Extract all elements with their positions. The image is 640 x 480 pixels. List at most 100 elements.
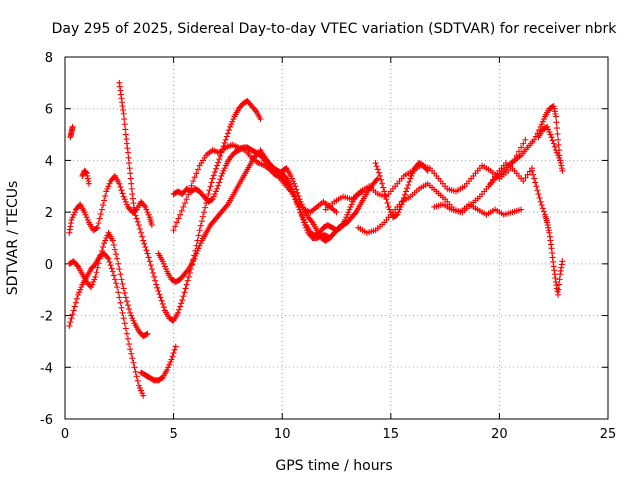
data-point: [128, 350, 135, 357]
data-point: [221, 139, 228, 146]
data-point: [138, 387, 145, 394]
data-point: [110, 242, 117, 249]
data-point: [559, 258, 566, 265]
data-point: [116, 266, 123, 273]
data-point: [423, 166, 430, 173]
y-tick-label: -2: [40, 310, 53, 325]
data-point: [208, 179, 215, 186]
data-point: [394, 211, 401, 218]
data-point: [538, 121, 545, 128]
data-point: [93, 269, 100, 276]
data-point: [395, 209, 402, 216]
data-point: [157, 294, 164, 301]
data-point: [399, 198, 406, 205]
data-point: [401, 191, 408, 198]
data-point: [518, 144, 525, 151]
data-point: [173, 219, 180, 226]
data-point: [126, 306, 133, 313]
data-point: [220, 167, 227, 174]
data-point: [130, 359, 137, 366]
data-point: [144, 250, 151, 257]
data-point: [177, 211, 184, 218]
data-point: [131, 364, 138, 371]
data-point: [68, 216, 75, 223]
data-point: [160, 260, 167, 267]
data-point: [90, 278, 97, 285]
data-point: [124, 302, 131, 309]
data-point: [531, 136, 538, 143]
data-point: [160, 304, 167, 311]
data-point: [199, 213, 206, 220]
data-point: [185, 191, 192, 198]
data-point: [180, 293, 187, 300]
data-point: [556, 154, 563, 161]
data-point: [113, 251, 120, 258]
data-point: [393, 212, 400, 219]
data-point: [67, 319, 74, 326]
data-point: [343, 214, 350, 221]
data-point: [129, 355, 136, 362]
data-point: [105, 255, 112, 262]
data-point: [141, 202, 148, 209]
data-point: [121, 289, 128, 296]
data-series: [257, 147, 338, 244]
data-point: [142, 244, 149, 251]
data-point: [89, 281, 96, 288]
data-point: [212, 188, 219, 195]
data-point: [115, 289, 122, 296]
data-point: [530, 171, 537, 178]
data-series: [66, 172, 155, 236]
data-point: [103, 235, 110, 241]
data-point: [555, 136, 562, 143]
data-point: [376, 172, 383, 179]
data-point: [122, 294, 129, 301]
data-point: [132, 368, 139, 375]
data-point: [123, 201, 130, 208]
data-point: [127, 175, 134, 182]
data-point: [375, 169, 382, 176]
data-point: [100, 244, 107, 251]
data-point: [127, 170, 134, 177]
data-point: [553, 119, 560, 126]
data-point: [299, 216, 306, 223]
data-point: [188, 182, 195, 189]
x-tick-label: 15: [383, 427, 400, 442]
data-point: [73, 262, 80, 269]
data-point: [123, 298, 130, 305]
data-point: [193, 250, 200, 257]
data-point: [168, 356, 175, 363]
grid: [65, 57, 608, 419]
data-point: [215, 159, 222, 166]
data-point: [109, 268, 116, 275]
data-point: [159, 300, 166, 307]
data-point: [69, 123, 76, 130]
data-point: [505, 167, 512, 174]
data-point: [161, 263, 168, 270]
data-point: [533, 183, 540, 190]
data-point: [70, 307, 77, 314]
data-point: [208, 196, 215, 203]
data-point: [118, 304, 125, 311]
data-point: [140, 237, 147, 244]
data-point: [536, 194, 543, 201]
data-point: [555, 291, 562, 298]
data-point: [219, 170, 226, 177]
data-point: [559, 167, 566, 174]
y-tick-label: 4: [45, 154, 53, 169]
data-point: [172, 343, 179, 350]
data-point: [538, 202, 545, 209]
data-point: [546, 128, 553, 135]
data-point: [85, 180, 92, 187]
data-point: [180, 203, 187, 210]
data-point: [132, 212, 139, 219]
data-point: [539, 205, 546, 212]
data-point: [115, 260, 122, 267]
data-point: [349, 198, 356, 205]
data-point: [216, 179, 223, 186]
data-point: [120, 110, 127, 117]
chart-title: Day 295 of 2025, Sidereal Day-to-day VTE…: [52, 21, 618, 37]
data-point: [308, 218, 315, 225]
data-point: [179, 297, 186, 304]
data-point: [304, 227, 311, 234]
data-point: [76, 289, 83, 296]
